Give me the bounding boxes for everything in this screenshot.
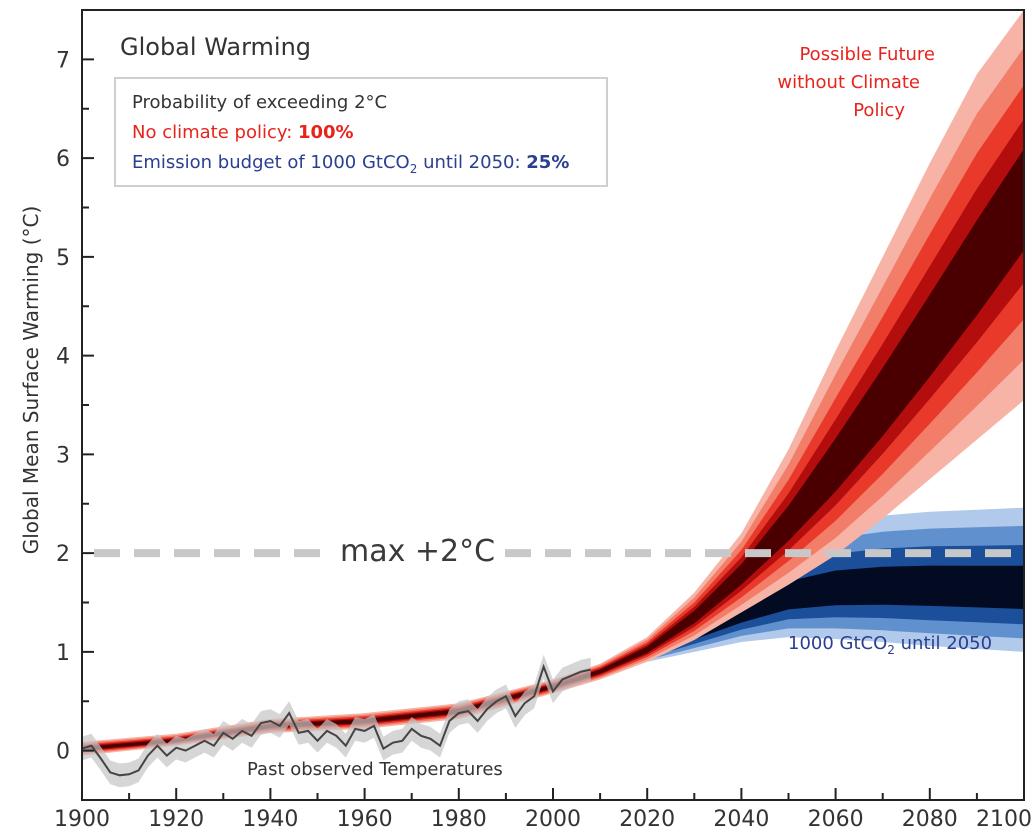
- budget-annotation-subscript: 2: [887, 643, 895, 657]
- probability-box-frame: [114, 77, 608, 187]
- observed-uncertainty: [82, 654, 591, 788]
- future-annotation-line1: Possible Future: [799, 44, 935, 65]
- budget-label-b: until 2050:: [417, 152, 526, 173]
- no-policy-value: 100%: [298, 122, 354, 143]
- budget-annotation-a: 1000 GtCO: [788, 633, 887, 654]
- budget-annotation-b: until 2050: [895, 633, 992, 654]
- x-tick-label-1980: 1980: [431, 807, 487, 832]
- y-tick-label-0: 0: [56, 740, 70, 765]
- y-tick-label-5: 5: [56, 246, 70, 271]
- y-axis-ticks: 0 1 2 3 4 5 6 7: [56, 48, 94, 765]
- no-policy-band-2: [82, 85, 1024, 753]
- x-tick-label-2020: 2020: [619, 807, 675, 832]
- x-tick-label-2000: 2000: [525, 807, 581, 832]
- y-tick-label-6: 6: [56, 147, 70, 172]
- x-tick-label-2080: 2080: [902, 807, 958, 832]
- y-tick-label-7: 7: [56, 48, 70, 73]
- x-tick-label-1900: 1900: [54, 807, 110, 832]
- x-tick-label-1960: 1960: [337, 807, 393, 832]
- y-axis-label: Global Mean Surface Warming (°C): [19, 206, 43, 555]
- observed-line: [81, 663, 591, 777]
- probability-box: Probability of exceeding 2°C No climate …: [114, 77, 608, 187]
- chart-title: Global Warming: [120, 33, 311, 61]
- no-policy-label: No climate policy:: [132, 122, 298, 143]
- no-policy-line: No climate policy: 100%: [132, 122, 354, 143]
- x-tick-label-2040: 2040: [713, 807, 769, 832]
- x-tick-label-1920: 1920: [148, 807, 204, 832]
- y-tick-label-4: 4: [56, 345, 70, 370]
- budget-value: 25%: [526, 152, 569, 173]
- budget-annotation: 1000 GtCO2 until 2050: [788, 633, 992, 657]
- future-annotation-line2: without Climate: [777, 72, 920, 93]
- budget-label-a: Emission budget of 1000 GtCO: [132, 152, 410, 173]
- x-tick-label-2100: 2100: [976, 807, 1032, 832]
- budget-subscript: 2: [410, 162, 418, 176]
- projection-bands: [82, 10, 1024, 756]
- y-tick-label-2: 2: [56, 542, 70, 567]
- observed-annotation: Past observed Temperatures: [247, 759, 503, 780]
- no-policy-band-3: [82, 118, 1024, 752]
- x-tick-label-2060: 2060: [808, 807, 864, 832]
- budget-line: Emission budget of 1000 GtCO2 until 2050…: [132, 152, 569, 176]
- y-tick-label-3: 3: [56, 443, 70, 468]
- future-annotation: Possible Future without Climate Policy: [777, 44, 935, 121]
- no-policy-band-4: [82, 148, 1024, 751]
- x-tick-label-1940: 1940: [242, 807, 298, 832]
- threshold-label: max +2°C: [340, 534, 495, 569]
- future-annotation-line3: Policy: [853, 100, 905, 121]
- observed-series: [81, 654, 591, 788]
- probability-heading: Probability of exceeding 2°C: [132, 92, 387, 113]
- y-tick-label-1: 1: [56, 641, 70, 666]
- budget-band-3: [600, 565, 1024, 673]
- x-axis-ticks: 1900 1920 1940 1960 1980 2000 2020 2040 2060 2080…: [54, 788, 1032, 832]
